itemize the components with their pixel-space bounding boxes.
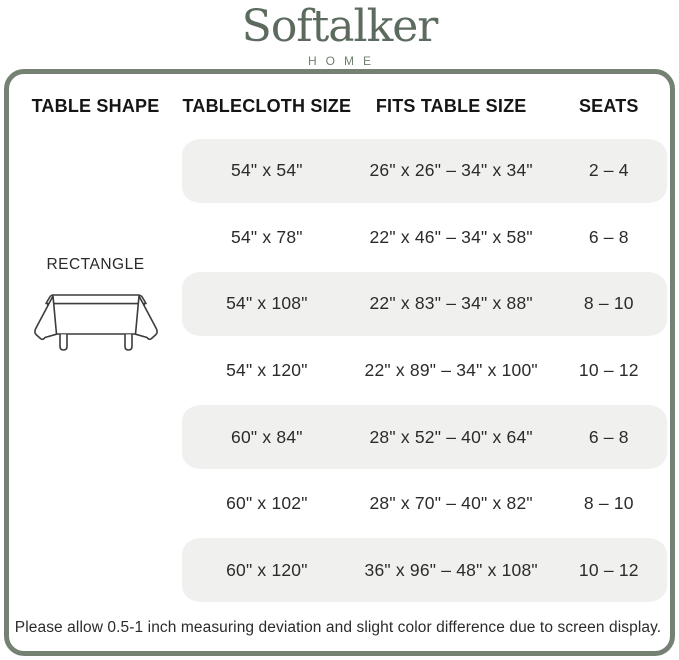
cell-seats: 2 – 4: [588, 160, 629, 181]
table-shape-cell: RECTANGLE: [9, 136, 182, 605]
rectangle-tablecloth-icon: [32, 290, 160, 356]
cell-fits-table-size: 22" x 83" – 34" x 88": [369, 293, 533, 314]
cell-seats: 6 – 8: [588, 426, 629, 447]
table-row: 54" x 120" 22" x 89" – 34" x 100" 10 – 1…: [182, 339, 667, 403]
table-row: 60" x 84" 28" x 52" – 40" x 64" 6 – 8: [182, 402, 667, 472]
cell-seats: 6 – 8: [588, 226, 629, 247]
column-header-seats: SEATS: [578, 95, 639, 116]
column-header-tablecloth-size: TABLECLOTH SIZE: [182, 95, 352, 116]
size-chart-panel: TABLE SHAPE RECTANGLE: [4, 69, 675, 656]
column-header-fits-table-size: FITS TABLE SIZE: [375, 95, 527, 116]
brand-name: Softalker: [241, 1, 439, 52]
cell-tablecloth-size: 60" x 120": [226, 559, 308, 580]
column-header-table-shape: TABLE SHAPE: [31, 95, 160, 116]
shape-label: RECTANGLE: [46, 255, 145, 273]
table-row: 60" x 120" 36" x 96" – 48" x 108" 10 – 1…: [182, 535, 667, 605]
cell-tablecloth-size: 60" x 102": [226, 493, 308, 514]
cell-fits-table-size: 36" x 96" – 48" x 108": [364, 559, 538, 580]
cell-fits-table-size: 28" x 70" – 40" x 82": [369, 493, 533, 514]
table-row: 54" x 108" 22" x 83" – 34" x 88" 8 – 10: [182, 269, 667, 339]
brand-logo: Softalker HOME: [0, 0, 679, 69]
cell-tablecloth-size: 60" x 84": [231, 426, 303, 447]
table-row: 60" x 102" 28" x 70" – 40" x 82" 8 – 10: [182, 472, 667, 536]
table-row: 54" x 54" 26" x 26" – 34" x 34" 2 – 4: [182, 136, 667, 206]
deviation-note: Please allow 0.5-1 inch measuring deviat…: [14, 619, 662, 636]
size-chart-table: TABLE SHAPE RECTANGLE: [9, 76, 667, 605]
cell-seats: 8 – 10: [583, 293, 634, 314]
cell-seats: 8 – 10: [583, 493, 634, 514]
cell-seats: 10 – 12: [578, 360, 639, 381]
table-shape-column: TABLE SHAPE RECTANGLE: [9, 76, 182, 605]
cell-tablecloth-size: 54" x 120": [226, 360, 308, 381]
cell-fits-table-size: 28" x 52" – 40" x 64": [369, 426, 533, 447]
data-header-row: TABLECLOTH SIZE FITS TABLE SIZE SEATS: [182, 76, 667, 136]
cell-fits-table-size: 22" x 89" – 34" x 100": [364, 360, 538, 381]
table-row: 54" x 78" 22" x 46" – 34" x 58" 6 – 8: [182, 206, 667, 270]
cell-fits-table-size: 26" x 26" – 34" x 34": [369, 160, 533, 181]
size-data-column: TABLECLOTH SIZE FITS TABLE SIZE SEATS 54…: [182, 76, 667, 605]
cell-seats: 10 – 12: [578, 559, 639, 580]
brand-subtitle: HOME: [308, 54, 380, 68]
cell-fits-table-size: 22" x 46" – 34" x 58": [369, 226, 533, 247]
cell-tablecloth-size: 54" x 54": [231, 160, 303, 181]
size-rows: 54" x 54" 26" x 26" – 34" x 34" 2 – 4 54…: [182, 136, 667, 605]
cell-tablecloth-size: 54" x 108": [226, 293, 308, 314]
cell-tablecloth-size: 54" x 78": [231, 226, 303, 247]
